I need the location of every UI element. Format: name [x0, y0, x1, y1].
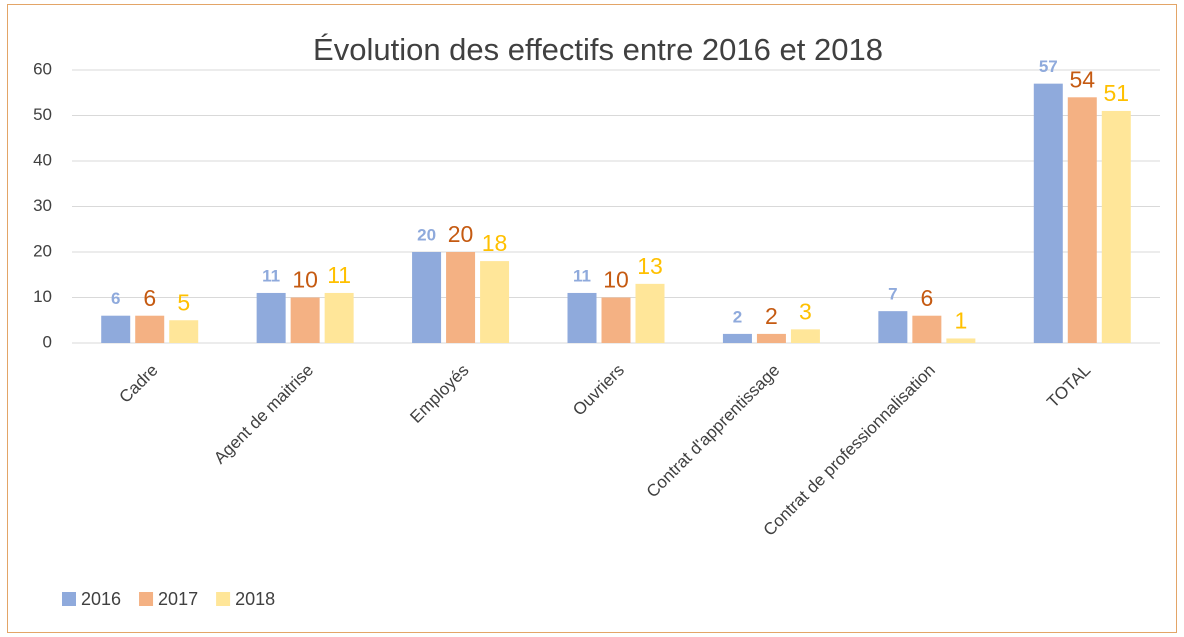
data-label: 6: [920, 285, 933, 311]
legend-swatch: [139, 592, 154, 606]
data-label: 54: [1069, 66, 1095, 92]
chart-title: Évolution des effectifs entre 2016 et 20…: [313, 32, 883, 67]
data-label: 11: [262, 266, 280, 285]
bar: [946, 338, 976, 343]
y-tick-label: 0: [43, 332, 52, 351]
bar: [324, 292, 354, 343]
bar: [878, 311, 908, 343]
bar: [446, 252, 476, 343]
data-label: 6: [143, 285, 156, 311]
y-tick-label: 60: [33, 59, 52, 78]
y-tick-label: 30: [33, 196, 52, 215]
legend-swatch: [216, 592, 231, 606]
bar: [756, 333, 786, 343]
bar: [290, 297, 320, 343]
bar: [135, 315, 165, 343]
bar: [601, 297, 631, 343]
data-label: 2: [733, 307, 742, 326]
data-label: 3: [799, 298, 812, 324]
legend-label: 2016: [81, 589, 121, 609]
data-label: 6: [111, 289, 120, 308]
bar: [256, 292, 286, 343]
bar: [567, 292, 597, 343]
data-label: 2: [765, 303, 778, 329]
bar: [1067, 97, 1097, 343]
data-label: 11: [327, 262, 351, 288]
y-tick-label: 20: [33, 241, 52, 260]
legend-label: 2018: [235, 589, 275, 609]
y-tick-label: 40: [33, 150, 52, 169]
data-label: 7: [888, 285, 897, 304]
bar: [1033, 83, 1063, 344]
bar: [169, 320, 199, 343]
bar: [912, 315, 942, 343]
y-tick-label: 50: [33, 105, 52, 124]
data-label: 20: [417, 225, 436, 244]
bar: [722, 333, 752, 343]
data-label: 5: [177, 289, 190, 315]
legend-swatch: [62, 592, 76, 606]
bar: [635, 283, 665, 343]
bar: [790, 329, 820, 343]
data-label: 11: [573, 266, 591, 285]
data-label: 18: [482, 230, 508, 256]
data-label: 51: [1103, 80, 1129, 106]
data-label: 13: [637, 253, 663, 279]
bar: [101, 315, 131, 343]
legend-label: 2017: [158, 589, 198, 609]
y-tick-label: 10: [33, 287, 52, 306]
bar: [480, 261, 510, 343]
data-label: 20: [448, 221, 474, 247]
bar: [412, 252, 442, 343]
data-label: 10: [292, 267, 318, 293]
data-label: 57: [1039, 57, 1058, 76]
data-label: 10: [603, 267, 629, 293]
data-label: 1: [954, 308, 967, 334]
bar: [1101, 110, 1131, 343]
